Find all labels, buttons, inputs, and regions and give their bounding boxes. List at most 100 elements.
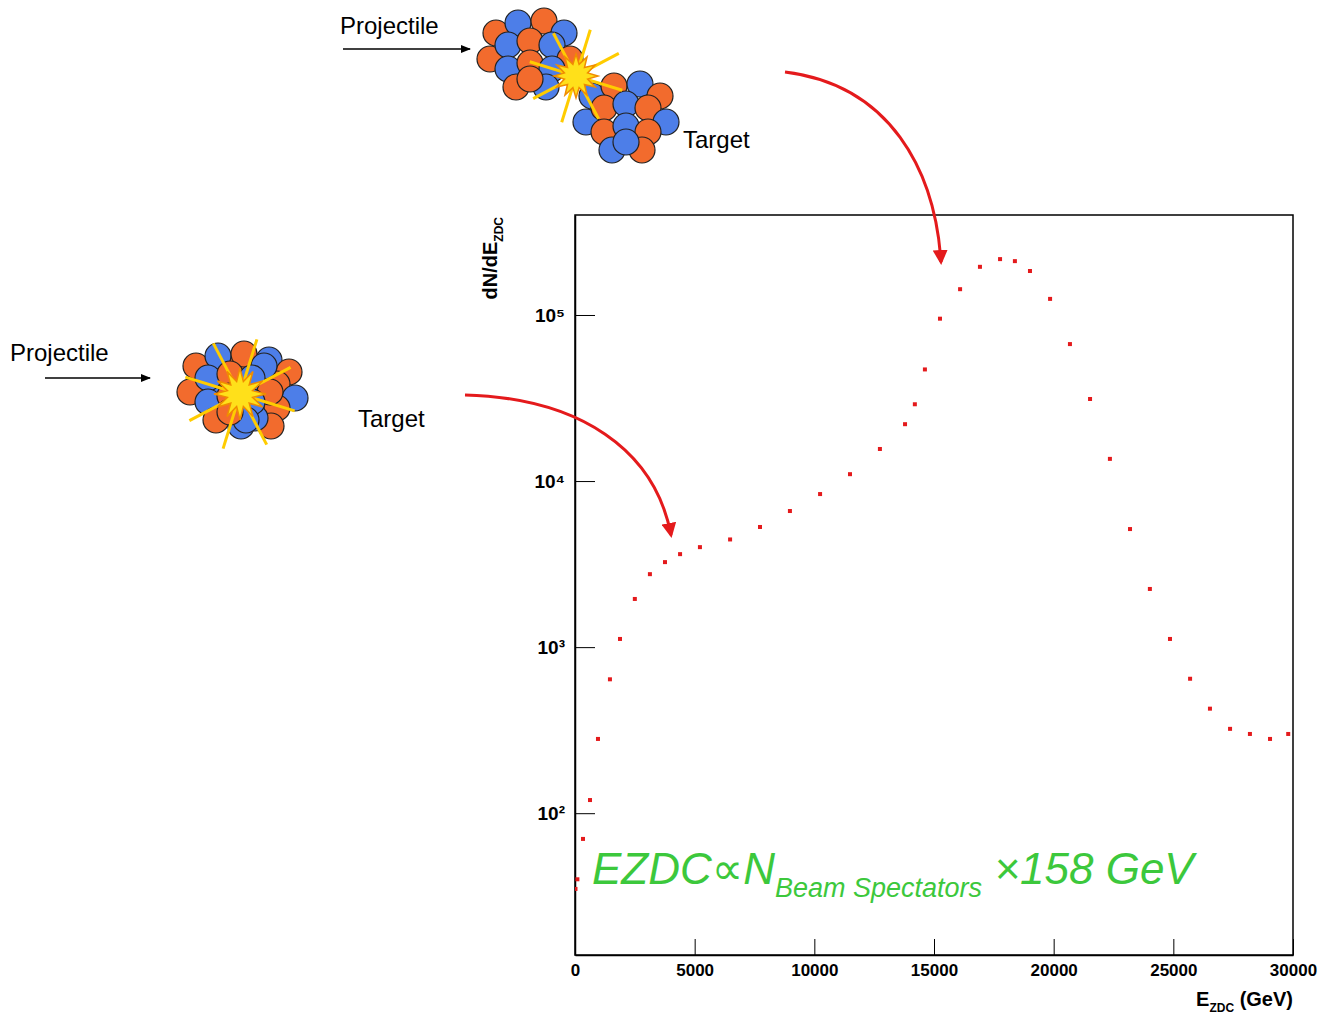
data-point bbox=[663, 560, 667, 564]
text-part: (GeV) bbox=[1234, 988, 1293, 1010]
diagram-label: Target bbox=[683, 126, 750, 153]
data-point bbox=[1108, 457, 1112, 461]
data-point bbox=[788, 509, 792, 513]
y-tick: 10⁴ bbox=[534, 471, 595, 492]
collision bbox=[530, 30, 622, 122]
data-point bbox=[648, 572, 652, 576]
data-point bbox=[1013, 259, 1017, 263]
data-point bbox=[1286, 732, 1290, 736]
data-point bbox=[923, 367, 927, 371]
y-tick-label: 10⁴ bbox=[534, 471, 565, 492]
x-tick-mark bbox=[1054, 939, 1055, 955]
data-point bbox=[1088, 397, 1092, 401]
nucleon bbox=[613, 129, 639, 155]
pointer-arrow bbox=[465, 395, 671, 535]
burst bbox=[554, 54, 598, 98]
data-point bbox=[1188, 677, 1192, 681]
data-point bbox=[596, 737, 600, 741]
data-point bbox=[958, 287, 962, 291]
x-tick-label: 30000 bbox=[1270, 961, 1317, 980]
y-tick: 10³ bbox=[538, 637, 595, 658]
diagram-label: Target bbox=[358, 405, 425, 432]
x-tick-mark bbox=[814, 939, 815, 955]
x-tick: 20000 bbox=[1031, 939, 1078, 980]
burst bbox=[214, 368, 266, 420]
figure: 05000100001500020000250003000010²10³10⁴1… bbox=[0, 0, 1335, 1026]
data-point bbox=[728, 537, 732, 541]
subscript: ZDC bbox=[492, 217, 506, 242]
text-part: E bbox=[1196, 988, 1209, 1010]
y-tick-mark bbox=[575, 315, 595, 316]
x-tick-mark bbox=[934, 939, 935, 955]
x-axis-title: EZDC (GeV) bbox=[1196, 988, 1293, 1015]
x-tick-label: 25000 bbox=[1150, 961, 1197, 980]
data-point bbox=[998, 257, 1002, 261]
diagram-label: Projectile bbox=[340, 12, 439, 39]
data-point bbox=[1228, 727, 1232, 731]
data-point bbox=[1148, 587, 1152, 591]
text-part: dN/dE bbox=[479, 242, 501, 300]
x-tick-label: 5000 bbox=[676, 961, 714, 980]
y-axis: 10² 10³ 10⁴ 10⁵ bbox=[534, 216, 595, 956]
y-tick-mark bbox=[575, 481, 595, 482]
data-point bbox=[1068, 342, 1072, 346]
data-point bbox=[938, 317, 942, 321]
y-axis-title: dN/dEZDC bbox=[479, 217, 506, 300]
nucleus bbox=[177, 341, 283, 433]
x-tick: 10000 bbox=[791, 939, 838, 980]
data-point bbox=[678, 552, 682, 556]
annotation: EZDC∝NBeam Spectators ×158 GeV bbox=[592, 844, 1197, 903]
x-tick: 30000 bbox=[1270, 939, 1317, 980]
data-point bbox=[581, 837, 585, 841]
data-point bbox=[1248, 732, 1252, 736]
x-tick: 25000 bbox=[1150, 939, 1197, 980]
beam-arrow bbox=[45, 377, 150, 379]
y-tick: 10² bbox=[538, 803, 595, 824]
data-point bbox=[575, 877, 579, 881]
data-point bbox=[758, 525, 762, 529]
data-point bbox=[1268, 737, 1272, 741]
data-point bbox=[1048, 297, 1052, 301]
x-tick: 15000 bbox=[911, 939, 958, 980]
data-point bbox=[1208, 707, 1212, 711]
diagram-label: Projectile bbox=[10, 339, 109, 366]
x-tick-mark bbox=[695, 939, 696, 955]
data-point bbox=[608, 677, 612, 681]
data-point bbox=[903, 422, 907, 426]
data-point bbox=[1028, 269, 1032, 273]
x-tick-label: 0 bbox=[571, 961, 580, 980]
y-tick: 10⁵ bbox=[535, 305, 595, 326]
nucleon bbox=[517, 66, 543, 92]
data-point bbox=[878, 447, 882, 451]
data-point bbox=[848, 472, 852, 476]
x-tick: 5000 bbox=[676, 939, 714, 980]
text-part: EZDC∝N bbox=[592, 844, 775, 893]
y-tick-label: 10³ bbox=[538, 637, 565, 658]
data-point bbox=[698, 545, 702, 549]
subscript: ZDC bbox=[1209, 1001, 1234, 1015]
x-tick-label: 10000 bbox=[791, 961, 838, 980]
collision bbox=[185, 339, 294, 448]
y-tick-mark bbox=[575, 813, 595, 814]
diagrams: Projectile Target Projectile Target bbox=[10, 8, 941, 535]
pointer-arrow bbox=[785, 72, 941, 262]
y-axis-line bbox=[575, 216, 577, 956]
data-point bbox=[633, 597, 637, 601]
data-point bbox=[588, 798, 592, 802]
text-part: ×158 GeV bbox=[982, 844, 1197, 893]
plot-frame bbox=[575, 215, 1293, 955]
data-point bbox=[978, 265, 982, 269]
y-tick-mark bbox=[575, 647, 595, 648]
x-tick-label: 20000 bbox=[1031, 961, 1078, 980]
data-point bbox=[618, 637, 622, 641]
data-point bbox=[575, 887, 577, 891]
data-points bbox=[575, 257, 1290, 891]
data-point bbox=[818, 492, 822, 496]
subscript: Beam Spectators bbox=[775, 873, 982, 903]
beam-arrow bbox=[343, 48, 470, 50]
y-tick-label: 10⁵ bbox=[535, 305, 565, 326]
y-tick-label: 10² bbox=[538, 803, 565, 824]
data-point bbox=[1168, 637, 1172, 641]
data-point bbox=[913, 402, 917, 406]
x-tick-label: 15000 bbox=[911, 961, 958, 980]
